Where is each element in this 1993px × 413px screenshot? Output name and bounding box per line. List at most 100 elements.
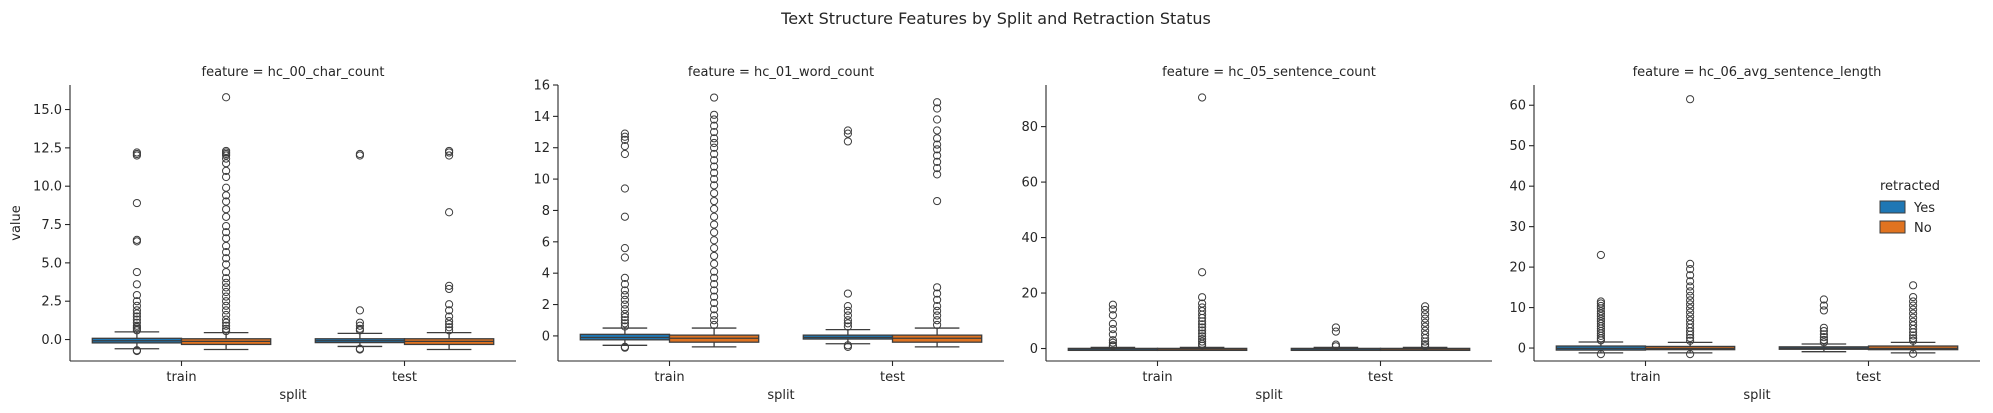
outlier-point <box>620 212 630 221</box>
outlier-point <box>1819 338 1829 347</box>
y-tick-label: 0 <box>542 329 550 344</box>
outlier-point <box>222 297 231 306</box>
outlier-point <box>445 281 454 290</box>
outlier-point <box>1909 336 1918 345</box>
outlier-point <box>710 143 719 152</box>
outlier-point <box>1686 327 1695 336</box>
box-train-no <box>1156 93 1248 352</box>
y-tick-label: 10 <box>1509 301 1526 316</box>
y-tick-label: 80 <box>1021 120 1038 135</box>
box-test-yes <box>1290 323 1382 352</box>
outlier-point <box>933 302 942 311</box>
outlier-point <box>1198 268 1207 277</box>
outlier-point <box>222 327 231 336</box>
y-tick-label: 5.0 <box>41 256 62 271</box>
y-tick-label: 0.0 <box>41 333 62 348</box>
outlier-point <box>620 309 630 319</box>
legend-swatch-no <box>1879 220 1906 234</box>
outlier-point <box>933 134 942 143</box>
y-tick-label: 60 <box>1021 176 1038 191</box>
outlier-point <box>933 295 942 304</box>
outlier-point <box>1819 333 1829 342</box>
outlier-point <box>1108 325 1118 334</box>
outlier-point <box>710 236 719 245</box>
outlier-point <box>710 121 719 130</box>
box-test-no <box>1379 302 1471 352</box>
x-axis-label: split <box>1743 388 1770 403</box>
outlier-point <box>843 342 853 351</box>
outlier-point <box>222 248 231 257</box>
outlier-point <box>222 267 231 277</box>
outlier-point <box>1108 342 1118 351</box>
x-axis-label: split <box>279 388 306 403</box>
outlier-point <box>132 309 141 318</box>
outlier-point <box>445 148 454 157</box>
outlier-point <box>1108 338 1118 347</box>
outlier-point <box>1686 300 1695 309</box>
y-tick-label: 60 <box>1509 99 1526 114</box>
outlier-point <box>843 129 853 138</box>
outlier-point <box>710 174 719 184</box>
outlier-point <box>933 164 942 173</box>
outlier-point <box>1596 250 1606 260</box>
outlier-point <box>933 170 942 179</box>
box-train-yes <box>579 129 671 352</box>
outlier-point <box>1421 310 1430 319</box>
outlier-point <box>1909 305 1918 314</box>
legend-swatch-yes <box>1879 200 1906 214</box>
outlier-point <box>1198 329 1207 338</box>
outlier-point <box>1421 334 1430 343</box>
outlier-point <box>710 243 719 253</box>
y-tick-label: 15.0 <box>33 103 62 118</box>
outlier-point <box>620 291 630 300</box>
outlier-point <box>933 151 942 160</box>
outlier-point <box>132 312 141 321</box>
outlier-point <box>1596 336 1606 345</box>
y-tick-label: 2 <box>542 298 550 313</box>
outlier-point <box>222 274 231 283</box>
y-tick-label: 4 <box>542 267 550 282</box>
outlier-point <box>222 292 231 301</box>
outlier-point <box>132 306 141 315</box>
outlier-point <box>1909 349 1918 358</box>
outlier-point <box>933 316 942 325</box>
outlier-point <box>843 289 853 298</box>
outlier-point <box>843 302 853 311</box>
outlier-point <box>620 135 630 144</box>
outlier-point <box>620 300 630 309</box>
outlier-point <box>620 319 630 328</box>
outlier-point <box>1819 306 1829 315</box>
outlier-point <box>933 311 942 320</box>
figure-title: Text Structure Features by Split and Ret… <box>780 9 1211 28</box>
outlier-point <box>710 189 719 198</box>
outlier-point <box>1909 281 1918 290</box>
outlier-point <box>1331 323 1341 332</box>
y-tick-label: 30 <box>1509 220 1526 235</box>
outlier-point <box>222 183 231 192</box>
legend-label-yes: Yes <box>1913 201 1935 216</box>
panel-title: feature = hc_01_word_count <box>688 65 874 80</box>
y-tick-label: 16 <box>533 79 550 94</box>
outlier-point <box>1421 302 1430 311</box>
outlier-point <box>222 306 231 315</box>
outlier-point <box>1198 317 1207 326</box>
outlier-point <box>933 104 942 113</box>
outlier-point <box>1686 95 1695 104</box>
outlier-point <box>445 300 454 309</box>
y-tick-label: 12 <box>533 141 550 156</box>
outlier-point <box>710 162 719 171</box>
outlier-point <box>1596 331 1606 341</box>
outlier-point <box>710 251 719 261</box>
outlier-point <box>445 151 454 160</box>
outlier-point <box>933 140 942 149</box>
outlier-point <box>222 301 231 310</box>
outlier-point <box>710 267 719 276</box>
outlier-point <box>710 204 719 213</box>
box-train-yes <box>91 148 183 356</box>
x-tick-label: train <box>1142 370 1172 385</box>
outlier-point <box>1108 336 1118 345</box>
outlier-point <box>1421 305 1430 315</box>
outlier-point <box>1909 328 1918 337</box>
outlier-point <box>710 110 719 119</box>
outlier-point <box>710 280 719 289</box>
